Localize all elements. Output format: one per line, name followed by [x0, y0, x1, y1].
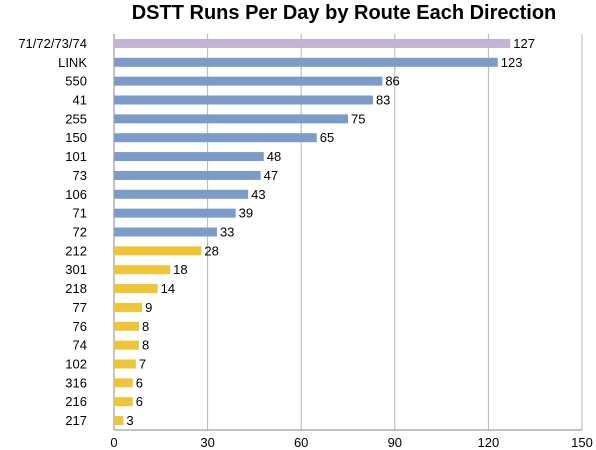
bar — [114, 321, 139, 331]
y-tick-label: 71/72/73/74 — [18, 36, 87, 51]
y-tick-label: 71 — [73, 206, 87, 221]
bar — [114, 416, 124, 426]
bar — [114, 189, 249, 199]
bar — [114, 133, 317, 143]
y-tick-label: 217 — [65, 413, 87, 428]
y-tick-label: 216 — [65, 394, 87, 409]
bar — [114, 57, 498, 67]
y-tick-label: 101 — [65, 149, 87, 164]
y-tick-label: 301 — [65, 262, 87, 277]
data-label: 6 — [136, 375, 143, 390]
y-tick-label: 73 — [73, 168, 87, 183]
data-label: 47 — [264, 168, 278, 183]
bar — [114, 95, 373, 105]
data-label: 8 — [142, 338, 149, 353]
data-label: 39 — [239, 206, 253, 221]
bar — [114, 378, 133, 388]
y-tick-label: 102 — [65, 357, 87, 372]
data-label: 86 — [385, 74, 399, 89]
y-tick-label: 218 — [65, 281, 87, 296]
y-tick-label: 316 — [65, 375, 87, 390]
data-label: 8 — [142, 319, 149, 334]
bar — [114, 302, 143, 312]
data-label: 9 — [145, 300, 152, 315]
bar — [114, 246, 202, 256]
y-tick-label: 72 — [73, 225, 87, 240]
chart-title: DSTT Runs Per Day by Route Each Directio… — [131, 2, 557, 24]
y-tick-label: 212 — [65, 243, 87, 258]
x-tick-label: 120 — [478, 435, 500, 450]
bar — [114, 359, 136, 369]
y-tick-label: 41 — [73, 93, 87, 108]
y-tick-label: LINK — [58, 55, 87, 70]
bar — [114, 227, 217, 237]
data-label: 65 — [320, 130, 334, 145]
y-tick-label: 77 — [73, 300, 87, 315]
bar — [114, 114, 348, 124]
data-label: 83 — [376, 93, 390, 108]
bar — [114, 397, 133, 407]
data-label: 28 — [204, 243, 218, 258]
bar — [114, 340, 139, 350]
y-tick-label: 74 — [73, 338, 87, 353]
data-label: 7 — [139, 357, 146, 372]
y-tick-label: 106 — [65, 187, 87, 202]
y-tick-label: 550 — [65, 74, 87, 89]
y-tick-label: 150 — [65, 130, 87, 145]
data-label: 14 — [161, 281, 175, 296]
bar — [114, 170, 261, 180]
bar — [114, 284, 158, 294]
data-label: 48 — [267, 149, 281, 164]
bar — [114, 208, 236, 218]
data-label: 3 — [126, 413, 133, 428]
bar — [114, 265, 171, 275]
y-tick-label: 255 — [65, 111, 87, 126]
x-tick-label: 60 — [294, 435, 308, 450]
bar — [114, 38, 511, 48]
x-tick-label: 150 — [571, 435, 593, 450]
data-label: 75 — [351, 111, 365, 126]
data-label: 123 — [501, 55, 523, 70]
x-tick-label: 90 — [388, 435, 402, 450]
x-tick-label: 0 — [110, 435, 117, 450]
data-label: 18 — [173, 262, 187, 277]
bar — [114, 152, 264, 162]
data-label: 127 — [513, 36, 535, 51]
data-label: 43 — [251, 187, 265, 202]
data-label: 6 — [136, 394, 143, 409]
y-tick-label: 76 — [73, 319, 87, 334]
data-label: 33 — [220, 225, 234, 240]
bar — [114, 76, 383, 86]
x-tick-label: 30 — [200, 435, 214, 450]
